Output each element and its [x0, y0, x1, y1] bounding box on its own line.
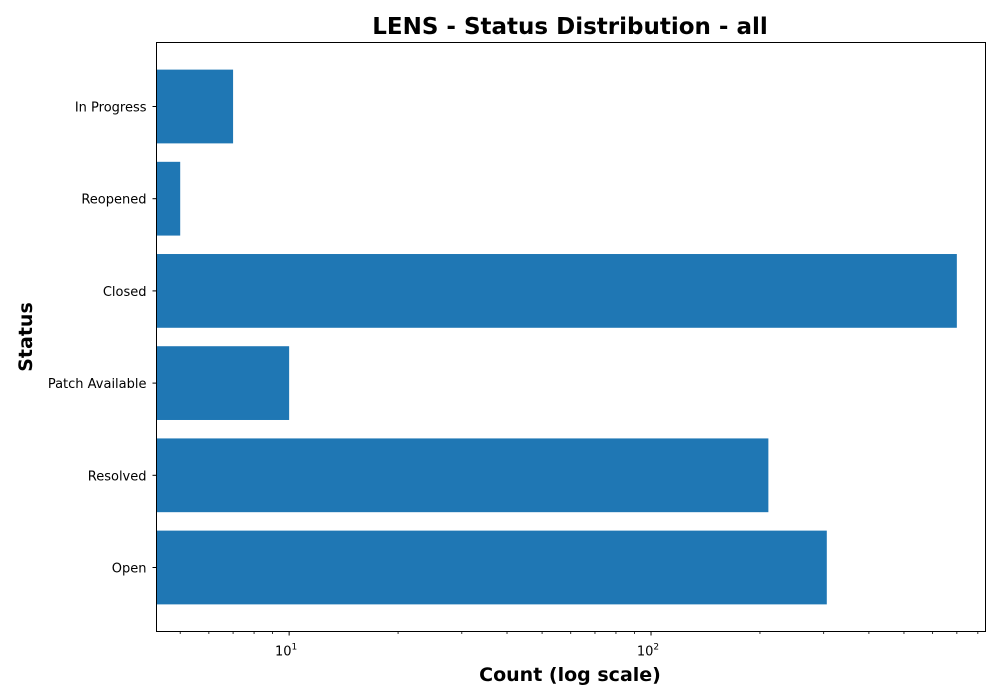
- y-tick-label: Closed: [103, 285, 147, 300]
- bar-in-progress: [156, 69, 234, 144]
- x-tick-label: 102: [637, 643, 659, 660]
- y-tick-label: Patch Available: [48, 377, 147, 392]
- y-axis-label: Status: [15, 302, 37, 372]
- x-axis-ticks: 101 102: [179, 631, 979, 660]
- chart-title: LENS - Status Distribution - all: [372, 14, 768, 40]
- plot-frame: [156, 42, 986, 632]
- bar-patch-available: [156, 346, 290, 420]
- bars-group: [156, 69, 957, 605]
- y-tick-label: Open: [112, 562, 147, 577]
- y-axis-ticks: In Progress Reopened Closed Patch Available…: [48, 101, 157, 577]
- x-axis-label: Count (log scale): [479, 664, 661, 686]
- y-tick-label: In Progress: [75, 101, 147, 116]
- bar-reopened: [156, 161, 181, 236]
- y-tick-label: Reopened: [81, 193, 146, 208]
- bar-resolved: [156, 438, 769, 513]
- y-tick-label: Resolved: [88, 469, 147, 484]
- x-tick-label: 101: [275, 643, 297, 660]
- bar-closed: [156, 254, 957, 328]
- bar-open: [156, 530, 827, 605]
